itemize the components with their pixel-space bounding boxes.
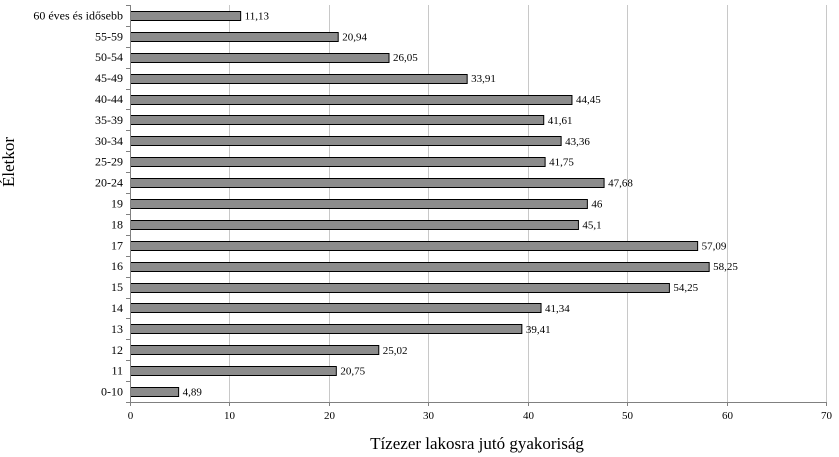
axes bbox=[126, 5, 827, 406]
value-label: 39,41 bbox=[526, 324, 551, 336]
bar bbox=[130, 74, 468, 84]
bar bbox=[130, 136, 562, 146]
x-axis-title: Tízezer lakosra jutó gyakoriság bbox=[370, 434, 584, 453]
bar bbox=[130, 53, 390, 63]
value-label: 47,68 bbox=[608, 178, 633, 190]
value-label: 58,25 bbox=[713, 261, 738, 273]
y-category-label: 30-34 bbox=[95, 134, 123, 148]
bar bbox=[130, 32, 339, 42]
value-label: 25,02 bbox=[383, 345, 408, 357]
x-tick-label: 10 bbox=[224, 410, 236, 422]
value-label: 41,75 bbox=[549, 157, 574, 169]
bar bbox=[130, 324, 523, 334]
bar bbox=[130, 220, 579, 230]
bar bbox=[130, 115, 545, 125]
y-category-label: 60 éves és idősebb bbox=[33, 8, 123, 22]
value-label: 11,13 bbox=[245, 10, 270, 22]
bars bbox=[130, 11, 710, 397]
y-category-label: 35-39 bbox=[95, 113, 123, 127]
value-label: 20,94 bbox=[342, 31, 367, 43]
x-tick-label: 70 bbox=[821, 410, 833, 422]
value-label: 46 bbox=[591, 199, 603, 211]
value-label: 4,89 bbox=[183, 387, 203, 399]
y-category-label: 19 bbox=[111, 197, 123, 211]
y-category-label: 55-59 bbox=[95, 29, 123, 43]
y-category-label: 20-24 bbox=[95, 176, 123, 190]
bar bbox=[130, 95, 573, 105]
y-category-labels: 60 éves és idősebb 55-59 50-54 45-49 40-44 35… bbox=[33, 8, 123, 398]
x-tick-label: 40 bbox=[523, 410, 535, 422]
x-tick-labels: 0 10 20 30 40 50 60 70 bbox=[128, 410, 833, 422]
value-label: 33,91 bbox=[471, 73, 496, 85]
value-label: 54,25 bbox=[673, 282, 698, 294]
y-category-label: 50-54 bbox=[95, 50, 123, 64]
x-tick-label: 20 bbox=[324, 410, 336, 422]
bar bbox=[130, 366, 337, 376]
y-category-label: 14 bbox=[111, 301, 123, 315]
value-label: 20,75 bbox=[340, 366, 365, 378]
value-label: 41,61 bbox=[548, 115, 573, 127]
bar bbox=[130, 157, 546, 167]
bar bbox=[130, 178, 605, 188]
y-category-label: 12 bbox=[111, 343, 123, 357]
bar bbox=[130, 387, 180, 397]
y-category-label: 45-49 bbox=[95, 71, 123, 85]
value-label: 43,36 bbox=[565, 136, 590, 148]
bar bbox=[130, 11, 242, 21]
bar bbox=[130, 345, 380, 355]
y-axis-title: Életkor bbox=[0, 137, 18, 187]
value-label: 26,05 bbox=[393, 52, 418, 64]
value-label: 44,45 bbox=[576, 94, 601, 106]
bar bbox=[130, 262, 710, 272]
y-category-label: 18 bbox=[111, 217, 123, 231]
y-category-label: 16 bbox=[111, 259, 123, 273]
x-tick-label: 50 bbox=[622, 410, 634, 422]
x-tick-label: 60 bbox=[722, 410, 734, 422]
y-category-label: 17 bbox=[111, 238, 123, 252]
value-label: 57,09 bbox=[702, 240, 727, 252]
x-tick-label: 30 bbox=[423, 410, 435, 422]
bar bbox=[130, 303, 542, 313]
bar bbox=[130, 241, 699, 251]
bar bbox=[130, 199, 588, 209]
y-category-label: 40-44 bbox=[95, 92, 123, 106]
value-label: 45,1 bbox=[582, 219, 601, 231]
x-tick-label: 0 bbox=[128, 410, 134, 422]
y-category-label: 25-29 bbox=[95, 155, 123, 169]
y-category-label: 0-10 bbox=[101, 385, 123, 399]
y-category-label: 13 bbox=[111, 322, 123, 336]
bar bbox=[130, 283, 670, 293]
y-category-label: 15 bbox=[111, 280, 123, 294]
y-category-label: 11 bbox=[111, 364, 123, 378]
value-label: 41,34 bbox=[545, 303, 570, 315]
